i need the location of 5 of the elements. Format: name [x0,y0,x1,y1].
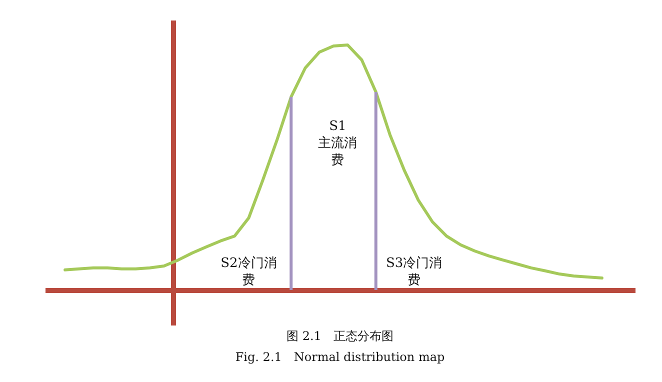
annotation: S2冷门消费 [220,255,277,288]
annotation: S3冷门消费 [386,255,442,288]
caption: 图 2.1 正态分布图 [286,329,394,343]
caption: Fig. 2.1 Normal distribution map [235,350,445,364]
annotation: S1主流消费 [318,118,358,168]
